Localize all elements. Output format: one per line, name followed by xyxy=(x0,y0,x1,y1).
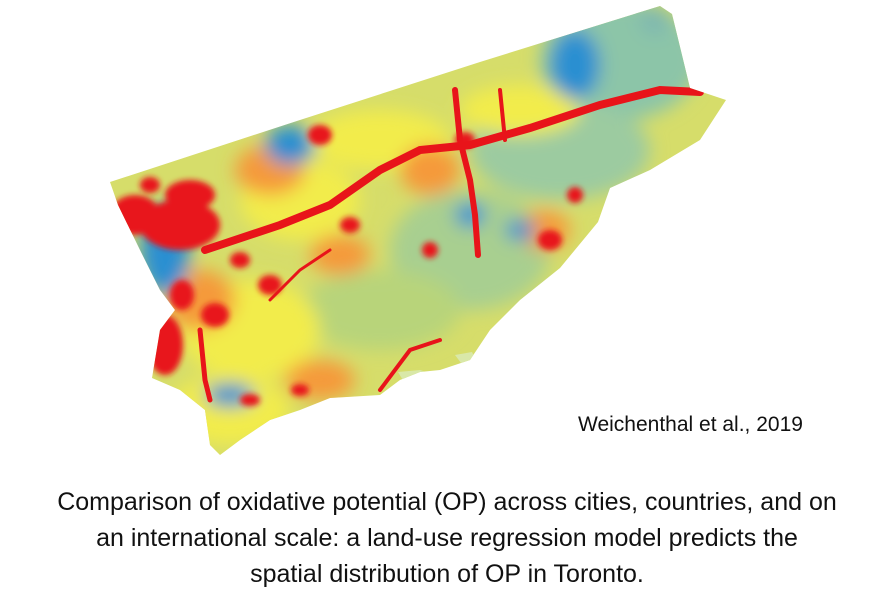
op-heatmap xyxy=(110,6,726,455)
map-citation: Weichenthal et al., 2019 xyxy=(578,413,803,436)
toronto-op-map xyxy=(110,6,726,455)
figure-caption: Comparison of oxidative potential (OP) a… xyxy=(0,484,894,592)
caption-line-3: spatial distribution of OP in Toronto. xyxy=(250,560,644,588)
caption-line-2: an international scale: a land-use regre… xyxy=(96,524,798,552)
caption-line-1: Comparison of oxidative potential (OP) a… xyxy=(57,488,837,516)
map-highway-corridors xyxy=(197,85,704,403)
